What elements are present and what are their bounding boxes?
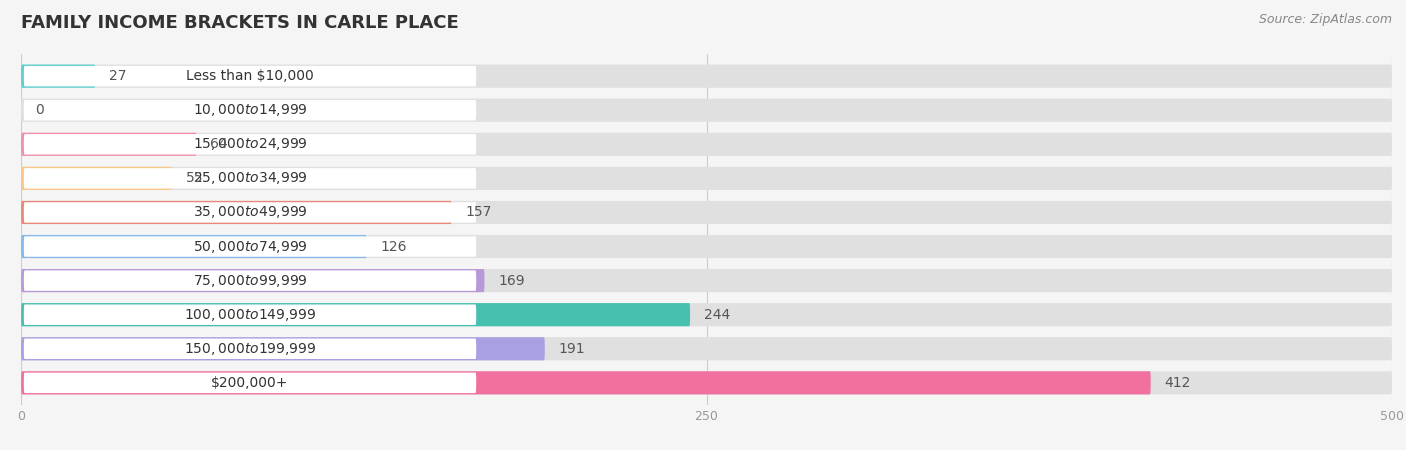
Text: Source: ZipAtlas.com: Source: ZipAtlas.com xyxy=(1258,14,1392,27)
FancyBboxPatch shape xyxy=(24,236,477,257)
Text: 0: 0 xyxy=(35,103,44,117)
Text: Less than $10,000: Less than $10,000 xyxy=(186,69,314,83)
Text: 169: 169 xyxy=(498,274,524,288)
FancyBboxPatch shape xyxy=(24,202,477,223)
Text: 27: 27 xyxy=(108,69,127,83)
Text: $150,000 to $199,999: $150,000 to $199,999 xyxy=(184,341,316,357)
Text: 191: 191 xyxy=(558,342,585,356)
FancyBboxPatch shape xyxy=(24,66,477,86)
FancyBboxPatch shape xyxy=(21,133,197,156)
FancyBboxPatch shape xyxy=(21,269,1392,292)
FancyBboxPatch shape xyxy=(21,337,544,360)
FancyBboxPatch shape xyxy=(21,371,1392,395)
Text: 244: 244 xyxy=(704,308,730,322)
FancyBboxPatch shape xyxy=(21,337,1392,360)
FancyBboxPatch shape xyxy=(24,270,477,291)
Text: $200,000+: $200,000+ xyxy=(211,376,288,390)
FancyBboxPatch shape xyxy=(21,99,1392,122)
FancyBboxPatch shape xyxy=(24,168,477,189)
Text: 157: 157 xyxy=(465,206,492,220)
Text: 55: 55 xyxy=(186,171,202,185)
FancyBboxPatch shape xyxy=(21,269,485,292)
Text: $100,000 to $149,999: $100,000 to $149,999 xyxy=(184,307,316,323)
FancyBboxPatch shape xyxy=(21,201,451,224)
FancyBboxPatch shape xyxy=(24,134,477,154)
FancyBboxPatch shape xyxy=(21,371,1150,395)
Text: FAMILY INCOME BRACKETS IN CARLE PLACE: FAMILY INCOME BRACKETS IN CARLE PLACE xyxy=(21,14,458,32)
FancyBboxPatch shape xyxy=(21,64,1392,88)
Text: $10,000 to $14,999: $10,000 to $14,999 xyxy=(193,102,308,118)
FancyBboxPatch shape xyxy=(21,64,96,88)
FancyBboxPatch shape xyxy=(24,100,477,121)
FancyBboxPatch shape xyxy=(21,201,1392,224)
FancyBboxPatch shape xyxy=(24,305,477,325)
FancyBboxPatch shape xyxy=(24,338,477,359)
FancyBboxPatch shape xyxy=(21,235,1392,258)
FancyBboxPatch shape xyxy=(24,373,477,393)
Text: 412: 412 xyxy=(1164,376,1191,390)
Text: $75,000 to $99,999: $75,000 to $99,999 xyxy=(193,273,308,288)
Text: 64: 64 xyxy=(211,137,228,151)
FancyBboxPatch shape xyxy=(21,133,1392,156)
Text: $35,000 to $49,999: $35,000 to $49,999 xyxy=(193,204,308,220)
Text: 126: 126 xyxy=(380,239,406,253)
Text: $50,000 to $74,999: $50,000 to $74,999 xyxy=(193,238,308,255)
Text: $15,000 to $24,999: $15,000 to $24,999 xyxy=(193,136,308,152)
FancyBboxPatch shape xyxy=(21,167,1392,190)
FancyBboxPatch shape xyxy=(21,303,1392,326)
FancyBboxPatch shape xyxy=(21,235,367,258)
FancyBboxPatch shape xyxy=(21,303,690,326)
Text: $25,000 to $34,999: $25,000 to $34,999 xyxy=(193,171,308,186)
FancyBboxPatch shape xyxy=(21,167,172,190)
